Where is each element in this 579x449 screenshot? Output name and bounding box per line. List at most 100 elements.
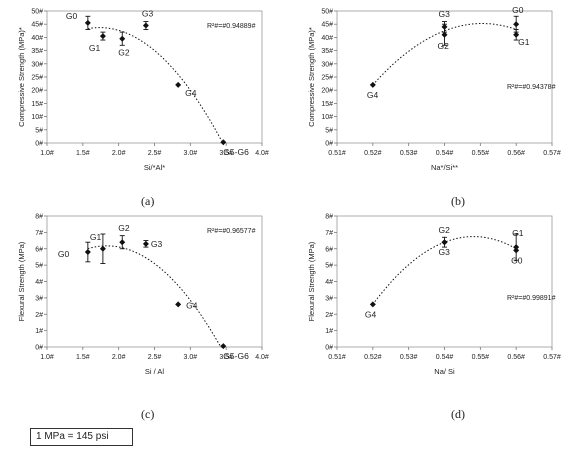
data-label-g4: G4 — [365, 309, 377, 319]
data-point-g0 — [513, 21, 520, 28]
data-point-g3 — [441, 23, 448, 30]
data-point-g1 — [99, 33, 106, 40]
data-point-g5-g6 — [220, 343, 227, 350]
y-tick-label: 5# — [325, 127, 333, 134]
data-point-g4 — [369, 81, 376, 88]
data-point-g2 — [119, 35, 126, 42]
data-label-g2: G2 — [439, 225, 451, 235]
data-label-g0: G0 — [58, 249, 70, 259]
r-squared-label: R²#=#0.99891# — [507, 295, 556, 302]
r-squared-label: R²#=#0.94889# — [207, 23, 256, 30]
data-point-g4 — [175, 81, 182, 88]
data-point-g4 — [175, 301, 182, 308]
y-tick-label: 1# — [35, 328, 43, 335]
y-tick-label: 4# — [325, 279, 333, 286]
y-tick-label: 0# — [325, 141, 333, 148]
data-label-g3: G3 — [151, 239, 163, 249]
y-tick-label: 1# — [325, 328, 333, 335]
y-tick-label: 35# — [321, 48, 333, 55]
plot-frame — [46, 10, 263, 144]
caption-b: (b) — [451, 194, 465, 208]
y-axis-label: Compressive Strength (MPa)* — [17, 27, 26, 127]
y-tick-label: 25# — [321, 75, 333, 82]
y-axis-label: Flexural Strength (MPa) — [17, 241, 26, 321]
chart-panel-c: 0# 1# 2# 3# 4# 5# 6# 7# 8# 1.0# 1.5# 2.0# 2.5# 3.0# 3.… — [17, 214, 269, 377]
y-tick-label: 0# — [325, 345, 333, 352]
x-tick-label: 0.52# — [364, 150, 382, 157]
data-point-g1 — [513, 31, 520, 38]
r-squared-label: R²#=#0.94378# — [507, 84, 556, 91]
y-tick-label: 20# — [321, 88, 333, 95]
x-tick-label: 0.54# — [436, 354, 454, 361]
unit-conversion-note: 1 MPa = 145 psi — [30, 428, 133, 446]
y-tick-label: 40# — [321, 35, 333, 42]
chart-panel-d: 0# 1# 2# 3# 4# 5# 6# 7# 8# 0.51# 0.52# 0.53# 0.54# 0.… — [307, 214, 561, 377]
caption-c: (c) — [141, 407, 155, 421]
x-tick-label: 4.0# — [255, 354, 269, 361]
y-tick-label: 40# — [31, 35, 43, 42]
y-tick-label: 8# — [35, 214, 43, 221]
data-label-g4: G4 — [186, 300, 198, 310]
y-tick-label: 0# — [35, 345, 43, 352]
y-tick-label: 10# — [31, 114, 43, 121]
data-label-g4: G4 — [185, 88, 197, 98]
y-tick-label: 20# — [31, 88, 43, 95]
y-tick-label: 15# — [31, 101, 43, 108]
x-tick-label: 2.5# — [148, 150, 162, 157]
data-label-g3: G3 — [142, 9, 154, 19]
y-tick-label: 5# — [35, 263, 43, 270]
x-tick-label: 0.51# — [328, 150, 346, 157]
data-label-g0: G0 — [66, 11, 78, 21]
chart-panel-b: 0# 5# 10# 15# 20# 25# 30# 35# 40# 45# 50# 0.51# 0.52… — [307, 5, 561, 172]
x-tick-label: 1.0# — [40, 150, 54, 157]
data-point-g1 — [513, 244, 520, 251]
data-point-g0 — [84, 19, 91, 26]
x-axis-label: Si / Al — [145, 367, 165, 376]
data-label-g2: G2 — [118, 223, 130, 233]
y-tick-label: 3# — [325, 295, 333, 302]
x-tick-label: 0.53# — [400, 150, 418, 157]
x-tick-label: 2.0# — [112, 150, 126, 157]
caption-a: (a) — [141, 194, 155, 208]
y-tick-label: 2# — [35, 312, 43, 319]
x-tick-label: 0.53# — [400, 354, 418, 361]
data-label-g3: G3 — [439, 9, 451, 19]
y-tick-label: 8# — [325, 214, 333, 221]
y-tick-label: 6# — [325, 246, 333, 253]
data-point-g3 — [142, 240, 149, 247]
y-tick-label: 15# — [321, 101, 333, 108]
x-tick-label: 0.51# — [328, 354, 346, 361]
y-tick-label: 45# — [31, 22, 43, 29]
x-tick-label: 2.0# — [112, 354, 126, 361]
data-label-g3: G3 — [439, 247, 451, 257]
r-squared-label: R²#=#0.96577# — [207, 228, 256, 235]
y-tick-label: 0# — [35, 141, 43, 148]
data-point-g4 — [369, 301, 376, 308]
y-tick-label: 7# — [325, 230, 333, 237]
x-tick-label: 3.0# — [184, 150, 198, 157]
y-tick-label: 5# — [35, 127, 43, 134]
plot-frame — [46, 215, 263, 348]
x-tick-label: 0.57# — [543, 150, 561, 157]
data-label-g1: G1 — [518, 37, 530, 47]
data-label-g2: G2 — [118, 48, 130, 58]
data-label-g4: G4 — [367, 90, 379, 100]
data-point-g3 — [142, 22, 149, 29]
y-tick-label: 10# — [321, 114, 333, 121]
data-label-g1: G1 — [89, 43, 101, 53]
y-tick-label: 3# — [35, 295, 43, 302]
x-tick-label: 0.56# — [507, 150, 525, 157]
trendline — [87, 245, 224, 348]
x-axis-label: Na/ Si — [434, 367, 455, 376]
x-tick-label: 1.0# — [40, 354, 54, 361]
y-tick-label: 25# — [31, 75, 43, 82]
y-tick-label: 30# — [321, 61, 333, 68]
data-label-g1: G1 — [90, 232, 102, 242]
data-label-g5-g6: G5-G6 — [223, 147, 249, 157]
y-tick-label: 45# — [321, 22, 333, 29]
y-tick-label: 6# — [35, 246, 43, 253]
x-axis-label: Na*/Si** — [431, 163, 458, 172]
data-label-g1: G1 — [512, 228, 524, 238]
y-tick-label: 7# — [35, 230, 43, 237]
